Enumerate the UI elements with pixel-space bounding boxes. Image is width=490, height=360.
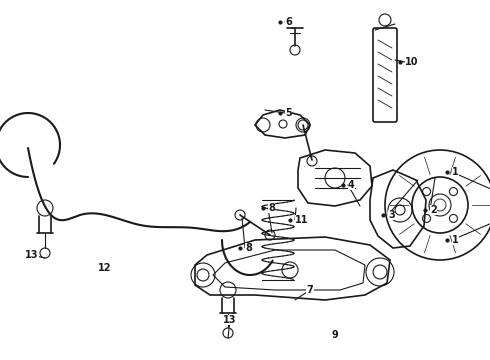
Text: 8: 8: [245, 243, 252, 253]
Text: 5: 5: [285, 108, 292, 118]
Text: 13: 13: [223, 315, 237, 325]
Text: 6: 6: [285, 17, 292, 27]
Text: 8: 8: [268, 203, 275, 213]
Text: 1: 1: [452, 167, 459, 177]
Text: 2: 2: [430, 205, 437, 215]
Text: 7: 7: [307, 285, 314, 295]
Text: 3: 3: [388, 210, 395, 220]
Text: 1: 1: [452, 235, 459, 245]
Text: 11: 11: [295, 215, 309, 225]
Text: 9: 9: [332, 330, 339, 340]
Text: 12: 12: [98, 263, 112, 273]
Text: 4: 4: [348, 180, 355, 190]
Text: 10: 10: [405, 57, 418, 67]
Text: 13: 13: [25, 250, 39, 260]
